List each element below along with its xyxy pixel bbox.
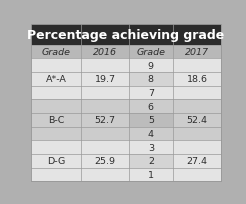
Text: 2: 2	[148, 157, 154, 166]
Text: 25.9: 25.9	[95, 157, 116, 166]
Text: 27.4: 27.4	[187, 157, 208, 166]
FancyBboxPatch shape	[129, 86, 173, 100]
Text: 2016: 2016	[93, 48, 117, 57]
FancyBboxPatch shape	[31, 46, 221, 59]
FancyBboxPatch shape	[129, 100, 173, 113]
Text: 9: 9	[148, 61, 154, 70]
FancyBboxPatch shape	[129, 113, 173, 127]
FancyBboxPatch shape	[31, 141, 81, 182]
Text: 4: 4	[148, 129, 154, 138]
FancyBboxPatch shape	[129, 141, 173, 154]
FancyBboxPatch shape	[81, 59, 129, 100]
Text: 52.7: 52.7	[95, 116, 116, 125]
FancyBboxPatch shape	[129, 59, 173, 73]
Text: 3: 3	[148, 143, 154, 152]
FancyBboxPatch shape	[31, 100, 81, 141]
Text: 8: 8	[148, 75, 154, 84]
FancyBboxPatch shape	[173, 141, 221, 182]
Text: 52.4: 52.4	[187, 116, 208, 125]
FancyBboxPatch shape	[81, 100, 129, 141]
Text: Grade: Grade	[136, 48, 165, 57]
FancyBboxPatch shape	[129, 168, 173, 182]
Text: 6: 6	[148, 102, 154, 111]
FancyBboxPatch shape	[81, 141, 129, 182]
Text: Grade: Grade	[42, 48, 71, 57]
Text: Percentage achieving grade: Percentage achieving grade	[28, 29, 225, 42]
Text: 1: 1	[148, 170, 154, 179]
FancyBboxPatch shape	[31, 59, 81, 100]
Text: A*-A: A*-A	[46, 75, 66, 84]
Text: 7: 7	[148, 89, 154, 98]
FancyBboxPatch shape	[173, 100, 221, 141]
FancyBboxPatch shape	[129, 73, 173, 86]
Text: B-C: B-C	[48, 116, 64, 125]
Text: 5: 5	[148, 116, 154, 125]
Text: 19.7: 19.7	[95, 75, 116, 84]
FancyBboxPatch shape	[129, 154, 173, 168]
FancyBboxPatch shape	[173, 59, 221, 100]
FancyBboxPatch shape	[31, 24, 221, 46]
Text: 2017: 2017	[185, 48, 209, 57]
Text: 18.6: 18.6	[187, 75, 208, 84]
FancyBboxPatch shape	[129, 127, 173, 141]
Text: D-G: D-G	[47, 157, 65, 166]
